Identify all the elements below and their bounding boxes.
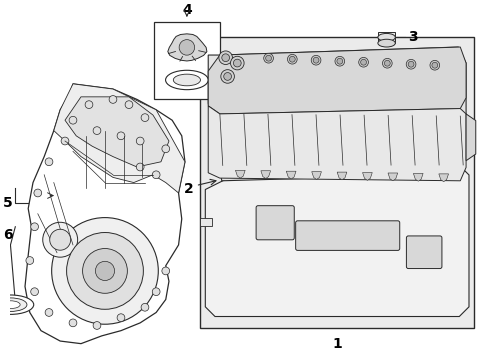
Polygon shape bbox=[235, 170, 244, 178]
Circle shape bbox=[384, 60, 389, 66]
Bar bbox=[200, 37, 473, 328]
Circle shape bbox=[221, 69, 234, 83]
Circle shape bbox=[141, 303, 148, 311]
Circle shape bbox=[136, 163, 144, 171]
Circle shape bbox=[407, 61, 413, 67]
Circle shape bbox=[109, 95, 117, 103]
Circle shape bbox=[117, 132, 124, 140]
Circle shape bbox=[224, 73, 231, 80]
Text: 1: 1 bbox=[332, 337, 341, 351]
Text: 6: 6 bbox=[3, 228, 12, 242]
Circle shape bbox=[93, 321, 101, 329]
FancyBboxPatch shape bbox=[256, 206, 294, 240]
Circle shape bbox=[162, 267, 169, 275]
Circle shape bbox=[219, 51, 232, 64]
Circle shape bbox=[287, 54, 297, 64]
Bar bbox=[377, 32, 394, 43]
Circle shape bbox=[93, 127, 101, 135]
Circle shape bbox=[45, 309, 53, 316]
Polygon shape bbox=[387, 173, 397, 181]
Circle shape bbox=[310, 55, 320, 65]
Circle shape bbox=[312, 57, 318, 63]
Circle shape bbox=[85, 101, 93, 108]
Polygon shape bbox=[261, 171, 270, 179]
Circle shape bbox=[233, 59, 241, 67]
Circle shape bbox=[26, 257, 34, 264]
Circle shape bbox=[69, 116, 77, 124]
Circle shape bbox=[358, 57, 367, 67]
Ellipse shape bbox=[0, 298, 27, 311]
Polygon shape bbox=[25, 84, 184, 344]
Circle shape bbox=[42, 222, 78, 257]
Circle shape bbox=[31, 288, 39, 296]
Polygon shape bbox=[336, 172, 346, 180]
Ellipse shape bbox=[377, 33, 394, 41]
Text: 4: 4 bbox=[182, 3, 191, 17]
Polygon shape bbox=[465, 114, 475, 161]
Circle shape bbox=[429, 60, 439, 70]
Circle shape bbox=[289, 56, 295, 62]
Circle shape bbox=[95, 261, 114, 280]
Polygon shape bbox=[286, 171, 295, 179]
Polygon shape bbox=[438, 174, 447, 182]
Circle shape bbox=[66, 233, 143, 309]
Circle shape bbox=[263, 53, 273, 63]
Circle shape bbox=[431, 62, 437, 68]
Circle shape bbox=[117, 314, 124, 321]
Bar bbox=[200, 218, 212, 226]
Circle shape bbox=[61, 137, 69, 145]
Polygon shape bbox=[362, 172, 371, 180]
Text: 5: 5 bbox=[2, 196, 12, 210]
Circle shape bbox=[152, 171, 160, 179]
Circle shape bbox=[222, 54, 229, 62]
Ellipse shape bbox=[1, 301, 20, 309]
Ellipse shape bbox=[173, 74, 200, 86]
Circle shape bbox=[82, 248, 127, 293]
Circle shape bbox=[52, 217, 158, 324]
Ellipse shape bbox=[165, 70, 208, 90]
Circle shape bbox=[382, 58, 391, 68]
Bar bbox=[154, 22, 220, 99]
Ellipse shape bbox=[0, 295, 34, 314]
Circle shape bbox=[34, 189, 41, 197]
Circle shape bbox=[406, 59, 415, 69]
Polygon shape bbox=[208, 106, 465, 181]
Circle shape bbox=[334, 57, 344, 66]
Polygon shape bbox=[65, 97, 169, 167]
Circle shape bbox=[336, 58, 342, 64]
Circle shape bbox=[50, 229, 71, 250]
Polygon shape bbox=[208, 47, 465, 181]
Ellipse shape bbox=[377, 39, 394, 47]
Circle shape bbox=[265, 55, 271, 61]
Circle shape bbox=[136, 137, 144, 145]
Circle shape bbox=[162, 145, 169, 153]
Circle shape bbox=[230, 56, 244, 70]
Circle shape bbox=[69, 319, 77, 327]
Polygon shape bbox=[54, 84, 184, 193]
FancyBboxPatch shape bbox=[295, 221, 399, 251]
Text: 2: 2 bbox=[183, 181, 193, 195]
Polygon shape bbox=[208, 47, 465, 114]
Polygon shape bbox=[412, 174, 422, 181]
Circle shape bbox=[125, 101, 133, 108]
Polygon shape bbox=[205, 165, 468, 316]
FancyBboxPatch shape bbox=[406, 236, 441, 269]
Polygon shape bbox=[167, 34, 206, 61]
Circle shape bbox=[31, 223, 39, 231]
Circle shape bbox=[45, 158, 53, 166]
Circle shape bbox=[152, 288, 160, 296]
Text: 3: 3 bbox=[407, 30, 417, 44]
Circle shape bbox=[360, 59, 366, 65]
Circle shape bbox=[179, 40, 194, 55]
Circle shape bbox=[141, 114, 148, 122]
Polygon shape bbox=[311, 172, 321, 179]
